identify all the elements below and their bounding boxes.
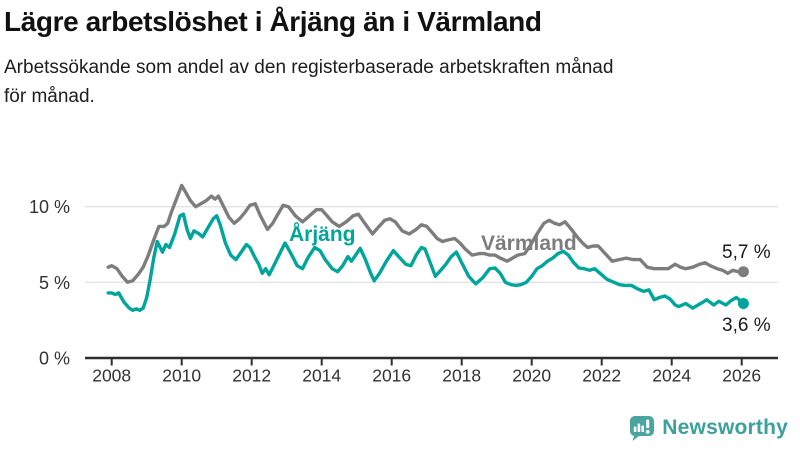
newsworthy-logo: Newsworthy [629,415,788,441]
x-tick-label: 2012 [232,366,271,386]
x-tick-label: 2024 [652,366,691,386]
end-value-label-varmland: 5,7 % [722,242,771,263]
y-tick-label: 0 % [39,349,70,369]
x-tick-label: 2022 [582,366,621,386]
newsworthy-bubble-barchart-icon [630,416,655,441]
y-tick-label: 10 % [29,197,70,217]
x-tick-label: 2010 [162,366,201,386]
newsworthy-wordmark: Newsworthy [662,416,788,439]
page-title: Lägre arbetslöshet i Årjäng än i Värmlan… [4,6,542,37]
series-label-varmland: Värmland [481,232,577,255]
subtitle-line-1: Arbetssökande som andel av den registerb… [4,57,614,79]
subtitle-line-2: för månad. [4,85,95,107]
x-tick-label: 2014 [302,366,341,386]
series-label-arjang: Årjäng [289,222,356,246]
x-tick-label: 2018 [442,366,481,386]
y-tick-label: 5 % [39,273,70,293]
end-value-label-arjang: 3,6 % [722,315,771,336]
series-end-dot-arjang [737,298,749,309]
series-end-dot-varmland [737,266,749,278]
x-tick-label: 2008 [92,366,131,386]
x-tick-label: 2026 [722,366,761,386]
series-line-varmland [106,183,746,284]
x-tick-label: 2016 [372,366,411,386]
x-tick-label: 2020 [512,366,551,386]
series-line-arjang [106,212,746,312]
page-subtitle: Arbetssökande som andel av den registerb… [4,54,800,111]
